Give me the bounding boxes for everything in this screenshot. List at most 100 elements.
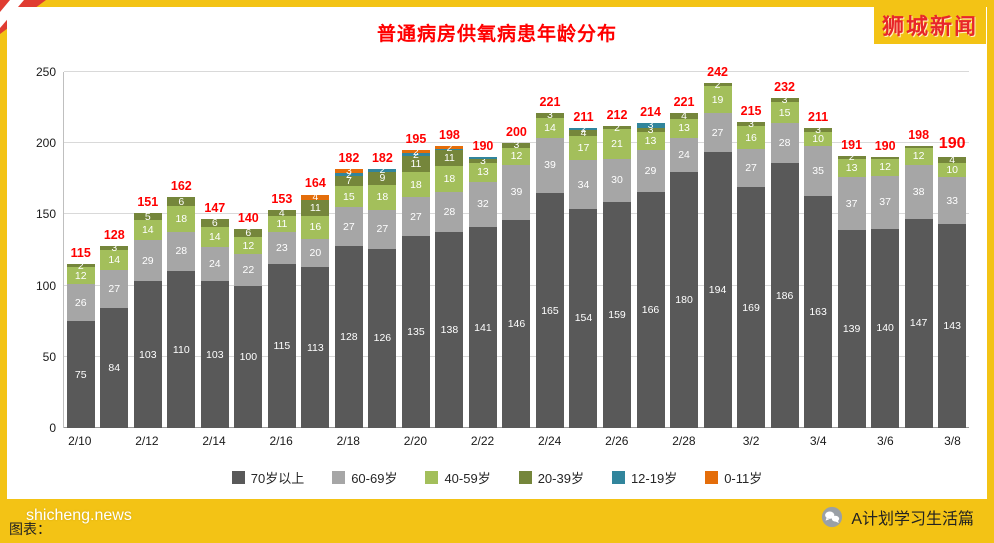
segment-value-label: 143 [943, 320, 961, 333]
bar-segment-40-59岁: 15 [334, 185, 363, 208]
segment-value-label: 4 [681, 110, 687, 123]
bar-stack: 103 29 14 5 [133, 210, 162, 428]
bar-segment-70岁以上: 140 [871, 228, 900, 428]
bar-stack: 154 34 17 4 2 [569, 124, 598, 428]
bar-segment-60-69岁: 37 [837, 177, 866, 231]
bar-segment-70岁以上: 186 [770, 163, 799, 428]
bar-segment-70岁以上: 103 [200, 281, 229, 428]
segment-value-label: 3 [345, 165, 352, 177]
segment-value-label: 12 [879, 161, 891, 174]
bar-segment-70岁以上: 84 [100, 308, 129, 428]
bar-2/25: 154 34 17 4 2 211 [567, 72, 601, 428]
bar-segment-0-11岁: 4 [301, 192, 330, 203]
x-tick-label [634, 434, 668, 448]
total-label: 221 [539, 95, 561, 110]
segment-value-label: 4 [278, 207, 285, 219]
bar-segment-60-69岁: 34 [569, 160, 598, 209]
segment-value-label: 10 [946, 164, 958, 177]
bar-2/20: 135 27 18 11 2 2 195 [399, 72, 433, 428]
legend-label: 40-59岁 [444, 471, 491, 486]
bar-segment-20-39岁: 5 [133, 210, 162, 223]
y-tick-label: 250 [35, 65, 56, 79]
segment-value-label: 26 [74, 296, 87, 309]
segment-value-label: 12 [242, 239, 255, 252]
bar-segment-40-59岁: 11 [267, 215, 296, 232]
x-tick-label [835, 434, 869, 448]
bar-segment-12-19岁: 2 [334, 169, 363, 180]
bar-segment-20-39岁 [871, 157, 900, 159]
total-label: 182 [371, 150, 393, 165]
segment-value-label: 27 [376, 223, 389, 236]
bar-segment-70岁以上: 128 [334, 245, 363, 428]
x-tick-label: 2/18 [336, 434, 360, 448]
bar-segment-60-69岁: 28 [770, 123, 799, 164]
segment-value-label: 12 [912, 150, 925, 163]
x-tick-label: 2/22 [470, 434, 495, 448]
x-tick-label [298, 434, 332, 448]
segment-value-label: 2 [580, 123, 587, 135]
gridline-200 [64, 142, 969, 144]
segment-value-label: 7 [345, 174, 352, 187]
bar-stack: 103 24 14 6 [200, 218, 229, 428]
segment-value-label: 23 [276, 241, 288, 254]
legend-label: 70岁以上 [250, 471, 305, 486]
bar-segment-70岁以上: 139 [837, 230, 866, 428]
bar-2/24: 165 39 14 3 221 [533, 72, 567, 428]
x-tick-label [432, 434, 466, 448]
total-label: 211 [573, 109, 594, 124]
bar-segment-70岁以上: 113 [301, 267, 330, 428]
bar-2/16: 115 23 11 4 153 [265, 72, 299, 428]
segment-value-label: 6 [245, 226, 252, 239]
bar-segment-70岁以上: 194 [703, 151, 732, 428]
x-tick-label [97, 434, 131, 448]
segment-value-label: 3 [480, 155, 486, 168]
x-tick-label: 3/4 [809, 434, 827, 448]
bar-segment-70岁以上: 159 [603, 201, 631, 428]
segment-value-label: 33 [946, 194, 958, 207]
bar-segment-40-59岁: 14 [133, 220, 162, 241]
segment-value-label: 16 [309, 221, 322, 234]
segment-value-label: 5 [144, 210, 151, 223]
segment-value-label: 12 [74, 269, 87, 282]
x-tick-label: 2/16 [269, 434, 293, 448]
bar-segment-20-39岁: 4 [938, 155, 967, 166]
bar-segment-70岁以上: 138 [435, 231, 464, 428]
segment-value-label: 139 [842, 323, 861, 336]
chart-title: 普通病房供氧病患年龄分布 [376, 24, 617, 45]
bar-segment-20-39岁: 2 [703, 80, 732, 90]
segment-value-label: 37 [845, 197, 858, 210]
segment-value-label: 17 [577, 142, 590, 155]
segment-value-label: 27 [745, 162, 757, 175]
chart-panel: 普通病房供氧病患年龄分布 0 50 100 150 200 250 75 26 12 2 115 84… [7, 7, 987, 499]
bar-2/27: 166 29 13 3 3 214 [634, 72, 668, 428]
segment-value-label: 3 [647, 123, 654, 136]
bar-stack: 147 38 12 [904, 146, 933, 428]
bar-segment-20-39岁: 2 [603, 122, 631, 133]
segment-value-label: 2 [77, 259, 84, 272]
bar-segment-70岁以上: 135 [401, 235, 430, 428]
total-label: 162 [170, 179, 192, 194]
bar-segment-12-19岁 [468, 157, 497, 159]
bar-stack: 166 29 13 3 3 [636, 120, 665, 428]
bar-segment-40-59岁: 18 [368, 184, 397, 211]
bar-segment-60-69岁: 29 [133, 240, 162, 282]
legend-label: 0-11岁 [724, 471, 763, 486]
segment-value-label: 103 [139, 348, 157, 361]
bar-segment-40-59岁: 12 [904, 147, 933, 165]
segment-value-label: 146 [507, 318, 526, 331]
bar-segment-0-11岁: 3 [334, 165, 363, 177]
bar-segment-70岁以上: 126 [368, 248, 397, 428]
segment-value-label: 27 [711, 126, 724, 139]
bar-segment-20-39岁: 4 [670, 110, 699, 123]
bar-segment-70岁以上: 169 [737, 187, 766, 428]
segment-value-label: 135 [407, 325, 425, 338]
bar-segment-20-39岁: 3 [737, 119, 766, 129]
bar-segment-60-69岁: 35 [804, 146, 833, 196]
bar-segment-20-39岁: 3 [636, 123, 665, 136]
bar-2/21: 138 28 18 11 2 198 [433, 72, 467, 428]
x-tick-label [768, 434, 802, 448]
segment-value-label: 18 [175, 212, 188, 225]
segment-value-label: 11 [276, 217, 288, 230]
bar-segment-60-69岁: 32 [468, 181, 497, 228]
segment-value-label: 163 [809, 305, 827, 318]
